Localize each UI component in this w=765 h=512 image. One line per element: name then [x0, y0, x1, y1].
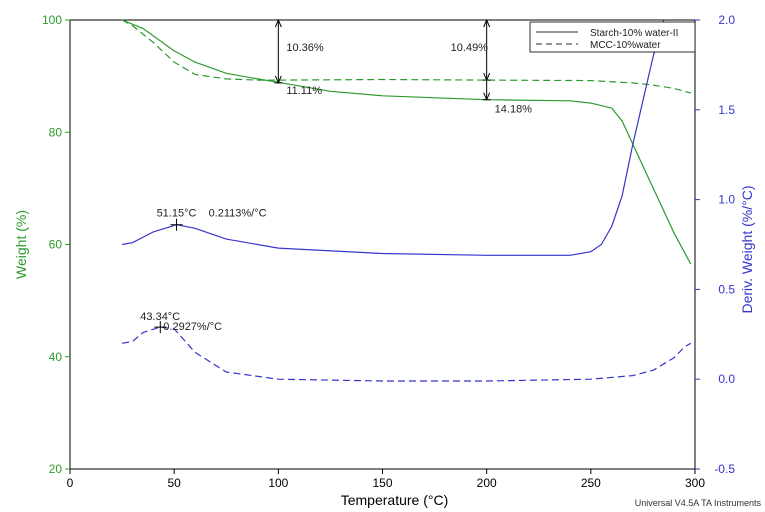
instrument-footer: Universal V4.5A TA Instruments — [634, 498, 761, 508]
y-right-tick-label: 2.0 — [718, 13, 735, 27]
y-right-tick-label: 0.0 — [718, 372, 735, 386]
legend-entry-label: MCC-10%water — [590, 40, 661, 51]
y-right-axis-title: Deriv. Weight (%/°C) — [739, 186, 755, 314]
x-axis-title: Temperature (°C) — [341, 492, 449, 508]
x-tick-label: 50 — [167, 476, 181, 490]
legend-entry-label: Starch-10% water-II — [590, 28, 678, 39]
deriv-curve-mcc — [121, 326, 692, 382]
x-tick-label: 200 — [477, 476, 497, 490]
y-left-tick-label: 100 — [42, 13, 62, 27]
deriv-curve-starch — [121, 19, 665, 256]
y-right-tick-label: 1.0 — [718, 193, 735, 207]
peak-temp-label-starch: 51.15°C — [157, 208, 197, 220]
plot-axes: 0 50 100 150 200 250 300 20 40 60 80 100 -0.5 0.0 0.5 1… — [13, 13, 755, 508]
step-label-upper-2: 10.49% — [451, 42, 489, 54]
y-left-tick-label: 40 — [49, 350, 63, 364]
y-left-tick-label: 60 — [49, 238, 63, 252]
annotation-layer: 51.15°C 0.2113%/°C 43.34°C0.2927%/°C 10.36%… — [140, 18, 533, 334]
step-label-lower-1: 11.11% — [286, 85, 322, 97]
step-label-lower-2: 14.18% — [495, 104, 533, 116]
x-tick-label: 250 — [581, 476, 601, 490]
peak-temp-label-mcc: 43.34°C — [140, 311, 180, 323]
peak-rate-label-starch: 0.2113%/°C — [209, 208, 267, 220]
y-left-tick-label: 80 — [49, 125, 63, 139]
y-left-axis-title: Weight (%) — [13, 210, 29, 279]
y-right-tick-label: 1.5 — [718, 103, 735, 117]
y-right-tick-label: -0.5 — [714, 462, 735, 476]
x-tick-label: 100 — [268, 476, 288, 490]
step-label-upper-1: 10.36% — [286, 42, 324, 54]
weight-curve-starch — [121, 19, 692, 265]
x-tick-label: 150 — [372, 476, 392, 490]
x-tick-label: 0 — [67, 476, 74, 490]
y-left-tick-label: 20 — [49, 462, 63, 476]
x-tick-label: 300 — [685, 476, 705, 490]
legend-box — [529, 21, 696, 53]
series-layer — [121, 19, 692, 382]
peak-rate-label-mcc: 0.2927%/°C — [163, 321, 222, 333]
y-right-tick-label: 0.5 — [718, 282, 735, 296]
